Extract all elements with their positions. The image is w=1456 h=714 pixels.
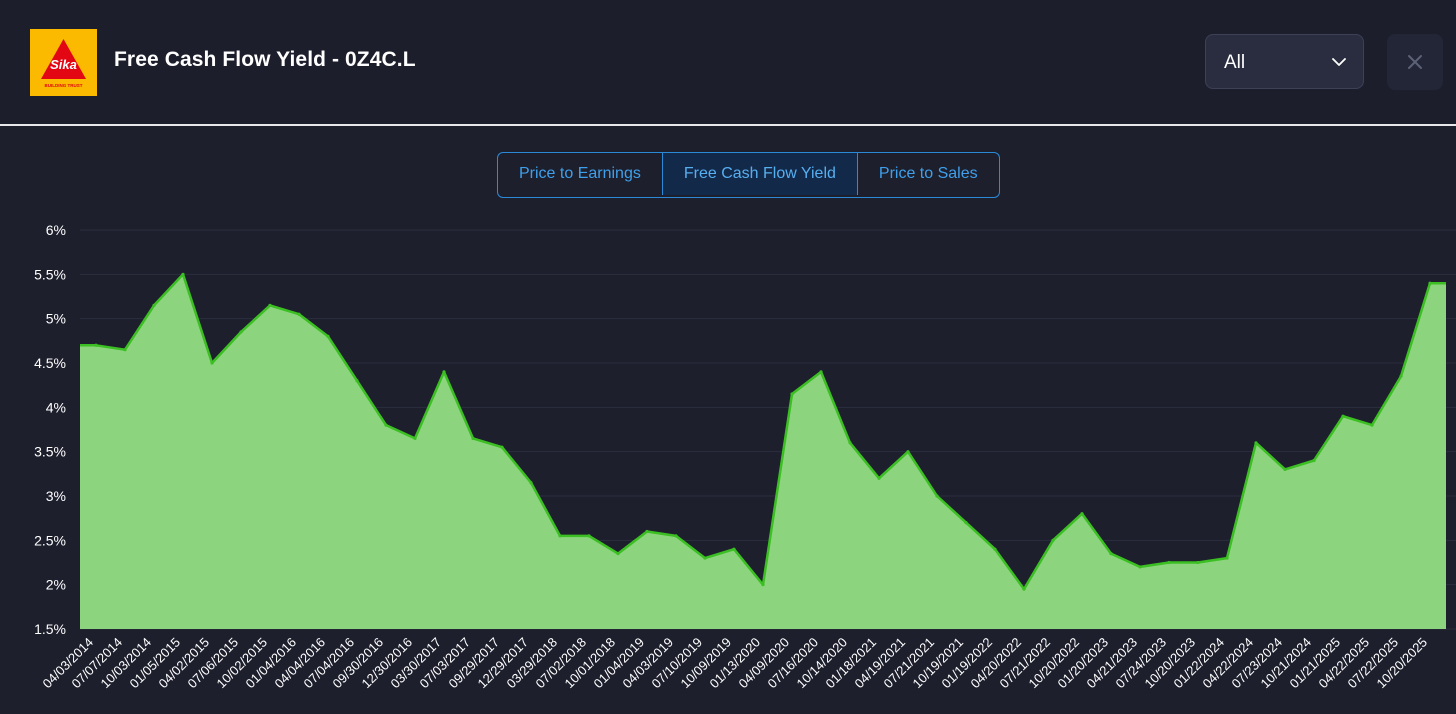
- y-tick-label: 3%: [46, 488, 66, 504]
- metric-tabs: Price to Earnings Free Cash Flow Yield P…: [497, 152, 1000, 198]
- time-range-select[interactable]: All: [1205, 34, 1364, 89]
- data-point: [297, 312, 301, 316]
- y-tick-label: 4%: [46, 399, 66, 415]
- company-logo: Sika BUILDING TRUST: [30, 29, 97, 96]
- data-point: [1312, 458, 1316, 463]
- data-point: [732, 547, 736, 551]
- data-point: [674, 534, 678, 538]
- close-icon: [1408, 55, 1422, 69]
- data-point: [210, 361, 214, 365]
- data-point: [558, 534, 562, 538]
- data-point: [964, 521, 968, 525]
- chevron-down-icon: [1332, 58, 1346, 66]
- tab-price-to-sales[interactable]: Price to Sales: [878, 165, 978, 182]
- data-point: [94, 343, 98, 347]
- data-point: [1022, 587, 1026, 591]
- data-point: [1051, 538, 1055, 542]
- y-tick-label: 5%: [46, 311, 66, 327]
- data-point: [761, 583, 765, 587]
- y-tick-label: 5.5%: [34, 266, 66, 282]
- data-point: [1196, 560, 1200, 565]
- data-point: [471, 436, 475, 440]
- tab-free-cash-flow-yield[interactable]: Free Cash Flow Yield: [662, 153, 858, 195]
- data-point: [268, 303, 272, 307]
- area-fill: [80, 274, 1446, 629]
- modal-header: Sika BUILDING TRUST Free Cash Flow Yield…: [0, 0, 1456, 126]
- data-point: [123, 348, 127, 352]
- data-point: [239, 330, 243, 334]
- y-tick-label: 4.5%: [34, 355, 66, 371]
- data-point: [181, 272, 185, 276]
- svg-text:Sika: Sika: [50, 57, 77, 72]
- data-point: [1167, 560, 1171, 565]
- y-tick-label: 2.5%: [34, 532, 66, 548]
- page-title: Free Cash Flow Yield - 0Z4C.L: [114, 48, 416, 71]
- data-point: [703, 556, 707, 560]
- close-button[interactable]: [1387, 34, 1443, 90]
- data-point: [500, 445, 504, 449]
- y-tick-label: 2%: [46, 577, 66, 593]
- data-point: [1138, 565, 1142, 569]
- data-point: [326, 334, 330, 338]
- data-point: [1109, 552, 1113, 556]
- data-point: [1370, 423, 1374, 427]
- data-point: [1341, 414, 1345, 418]
- data-point: [848, 441, 852, 445]
- tab-price-to-earnings[interactable]: Price to Earnings: [498, 153, 663, 195]
- svg-text:BUILDING TRUST: BUILDING TRUST: [45, 83, 83, 88]
- y-tick-label: 3.5%: [34, 444, 66, 460]
- data-point: [819, 370, 823, 374]
- data-point: [1283, 467, 1287, 471]
- data-point: [529, 481, 533, 485]
- data-point: [1254, 441, 1258, 445]
- data-point: [906, 450, 910, 454]
- data-point: [993, 547, 997, 551]
- data-point: [1399, 374, 1403, 378]
- fcf-yield-chart: 6%5.5%5%4.5%4%3.5%3%2.5%2%1.5%04/03/2014…: [34, 222, 1456, 691]
- data-point: [1225, 556, 1229, 560]
- data-point: [1428, 281, 1432, 285]
- time-range-value: All: [1224, 52, 1246, 73]
- data-point: [877, 476, 881, 480]
- data-point: [442, 370, 446, 374]
- data-point: [152, 303, 156, 307]
- data-point: [413, 436, 417, 440]
- sika-logo-icon: Sika BUILDING TRUST: [41, 39, 86, 88]
- y-tick-label: 1.5%: [34, 621, 66, 637]
- data-point: [616, 552, 620, 556]
- data-point: [935, 494, 939, 498]
- data-point: [384, 423, 388, 427]
- data-point: [1080, 512, 1084, 516]
- data-point: [587, 534, 591, 538]
- data-point: [790, 392, 794, 396]
- data-point: [355, 379, 359, 383]
- y-tick-label: 6%: [46, 222, 66, 238]
- data-point: [645, 529, 649, 534]
